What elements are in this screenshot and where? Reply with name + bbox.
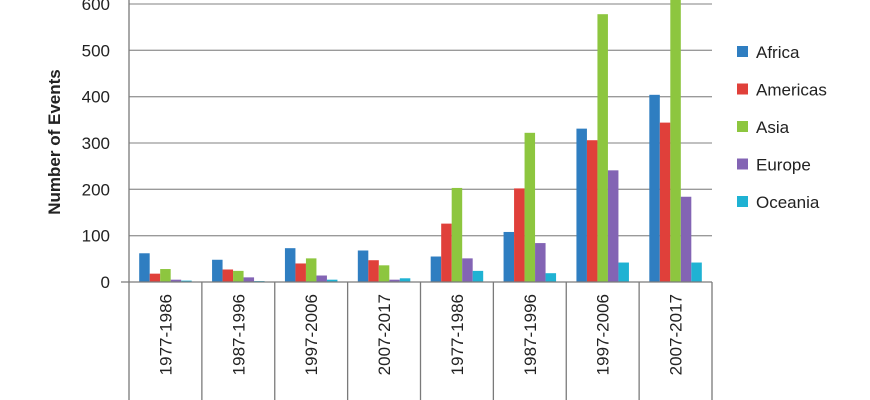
bar-africa-0 xyxy=(139,253,150,282)
bar-asia-4 xyxy=(451,187,463,282)
grid-lines xyxy=(129,3,712,237)
legend: Africa Americas Asia Europe Oceania xyxy=(737,43,827,212)
bar-oceania-2 xyxy=(326,279,338,282)
bar-americas-7 xyxy=(659,122,671,282)
category-label: 2007-2017 xyxy=(375,294,394,375)
bar-oceania-6 xyxy=(618,262,629,282)
bar-americas-0 xyxy=(149,273,161,282)
legend-label-asia: Asia xyxy=(756,118,790,137)
legend-label-americas: Americas xyxy=(756,81,827,100)
bar-americas-3 xyxy=(368,260,379,282)
category-label: 1977-1986 xyxy=(448,294,467,375)
bar-europe-1 xyxy=(243,277,255,282)
bar-africa-6 xyxy=(576,128,587,282)
bar-americas-2 xyxy=(295,263,306,282)
axes xyxy=(121,0,713,400)
bar-europe-5 xyxy=(535,243,546,282)
bars xyxy=(139,0,702,283)
y-tick-label: 300 xyxy=(82,134,110,153)
category-label: 1987-1996 xyxy=(229,294,248,375)
bar-europe-2 xyxy=(316,275,327,282)
bar-africa-4 xyxy=(430,256,442,282)
bar-europe-4 xyxy=(462,258,473,282)
bar-americas-6 xyxy=(586,140,598,282)
y-tick-label: 200 xyxy=(82,180,110,199)
category-labels: 1977-1986 1987-1996 1997-2006 2007-2017 1977… xyxy=(156,294,685,375)
y-tick-label: 0 xyxy=(101,273,110,292)
y-tick-label: 600 xyxy=(82,0,110,14)
bar-europe-7 xyxy=(680,196,692,282)
category-label: 1997-2006 xyxy=(302,294,321,375)
bar-asia-0 xyxy=(160,269,171,282)
legend-label-europe: Europe xyxy=(756,156,811,175)
bar-europe-3 xyxy=(389,279,400,282)
category-label: 1997-2006 xyxy=(594,294,613,375)
bar-americas-4 xyxy=(441,223,452,282)
bar-americas-1 xyxy=(222,269,234,282)
bar-oceania-0 xyxy=(181,280,192,282)
legend-swatch-africa xyxy=(737,46,748,57)
legend-swatch-asia xyxy=(737,121,748,132)
bar-africa-1 xyxy=(212,259,223,282)
bar-americas-5 xyxy=(514,188,525,282)
bar-asia-2 xyxy=(305,258,317,282)
bar-africa-3 xyxy=(357,250,369,282)
category-label: 2007-2017 xyxy=(667,294,686,375)
bar-africa-7 xyxy=(649,94,660,283)
bar-europe-0 xyxy=(170,279,182,282)
bar-oceania-5 xyxy=(545,273,557,282)
bar-asia-5 xyxy=(524,132,536,282)
legend-swatch-oceania xyxy=(737,196,748,207)
bar-oceania-4 xyxy=(472,270,484,282)
bar-africa-2 xyxy=(284,248,296,282)
bar-europe-6 xyxy=(607,170,619,282)
bar-asia-7 xyxy=(670,0,681,282)
bar-oceania-7 xyxy=(691,262,702,282)
legend-swatch-americas xyxy=(737,83,748,95)
bar-asia-1 xyxy=(233,270,244,282)
y-tick-labels: 0 100 200 300 400 500 600 xyxy=(82,0,110,292)
y-axis-label: Number of Events xyxy=(45,69,64,214)
category-label: 1987-1996 xyxy=(521,294,540,375)
legend-label-africa: Africa xyxy=(756,43,800,62)
bar-asia-3 xyxy=(378,265,390,282)
y-tick-label: 100 xyxy=(82,227,110,246)
y-tick-label: 400 xyxy=(82,88,110,107)
y-tick-label: 500 xyxy=(82,41,110,60)
legend-swatch-europe xyxy=(737,158,748,170)
bar-asia-6 xyxy=(597,14,608,283)
legend-label-oceania: Oceania xyxy=(756,193,820,212)
category-label: 1977-1986 xyxy=(156,294,175,375)
bar-africa-5 xyxy=(503,231,515,282)
bar-oceania-3 xyxy=(399,278,411,282)
